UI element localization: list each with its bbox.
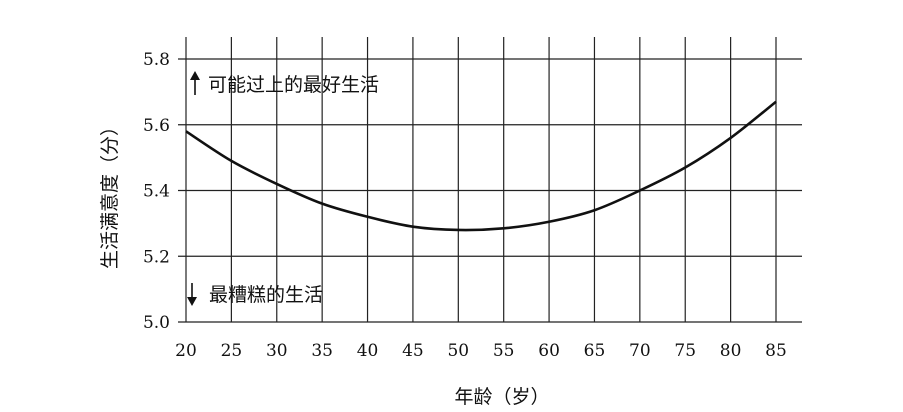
x-tick-label: 25 <box>221 341 243 361</box>
x-tick-label: 55 <box>493 341 515 361</box>
series-layer <box>185 100 777 232</box>
annotation-best-life-text: 可能过上的最好生活 <box>208 74 379 96</box>
x-axis-label: 年龄（岁） <box>454 386 549 408</box>
down-arrowhead-icon <box>187 297 197 306</box>
y-tick-label: 5.2 <box>143 247 170 267</box>
x-tick-label: 50 <box>447 341 469 361</box>
up-arrowhead-icon <box>190 71 200 80</box>
x-tick-label: 80 <box>720 341 742 361</box>
x-tick-label: 65 <box>584 341 606 361</box>
x-tick-label: 45 <box>402 341 424 361</box>
y-tick-label: 5.4 <box>143 182 170 202</box>
annotation-worst-life: 最糟糕的生活 <box>187 283 323 306</box>
y-tick-labels: 5.0 5.2 5.4 5.6 5.8 <box>143 50 170 333</box>
x-tick-label: 35 <box>311 341 333 361</box>
x-tick-label: 70 <box>629 341 651 361</box>
x-tick-labels: 20 25 30 35 40 45 50 55 60 65 70 75 80 85 <box>175 341 787 361</box>
x-tick-label: 20 <box>175 341 197 361</box>
y-tick-label: 5.8 <box>143 50 170 70</box>
x-tick-label: 60 <box>538 341 560 361</box>
y-tick-label: 5.6 <box>143 116 170 136</box>
annotation-best-life: 可能过上的最好生活 <box>190 71 379 96</box>
x-tick-label: 30 <box>266 341 288 361</box>
x-tick-label: 40 <box>357 341 379 361</box>
grid <box>178 37 802 323</box>
x-tick-label: 85 <box>765 341 787 361</box>
series-line <box>185 100 777 232</box>
x-tick-label: 75 <box>674 341 696 361</box>
y-tick-label: 5.0 <box>143 313 170 333</box>
annotation-worst-life-text: 最糟糕的生活 <box>209 284 323 306</box>
y-axis-label: 生活满意度（分） <box>99 117 121 269</box>
